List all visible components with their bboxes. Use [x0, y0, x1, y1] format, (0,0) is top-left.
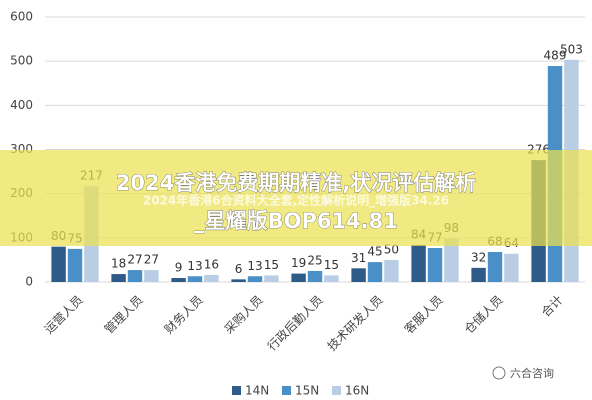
bar — [204, 274, 219, 282]
banner-title: _星耀版BOP614.81 — [194, 209, 398, 233]
data-label: 32 — [471, 250, 486, 264]
banner-title: 2024香港免费期期精准,状况评估解析 — [116, 171, 476, 195]
data-label: 27 — [144, 253, 159, 267]
legend-swatch — [282, 386, 291, 395]
bar — [67, 248, 83, 282]
data-label: 503 — [560, 42, 583, 56]
y-tick-label: 400 — [10, 98, 33, 112]
bar — [367, 262, 383, 282]
y-tick-label: 600 — [10, 10, 33, 24]
legend-swatch — [232, 386, 241, 395]
data-label: 16 — [204, 257, 219, 271]
y-tick-label: 500 — [10, 54, 33, 68]
bar — [487, 251, 503, 282]
bar — [471, 267, 486, 282]
data-label: 45 — [367, 245, 382, 259]
data-label: 9 — [175, 261, 183, 275]
watermark: 六合咨询 — [510, 366, 554, 380]
legend-label: 16N — [345, 384, 369, 398]
bar — [307, 270, 323, 282]
bar — [324, 275, 339, 282]
bar — [504, 253, 519, 282]
data-label: 31 — [351, 251, 366, 265]
watermark-icon — [492, 366, 506, 380]
bar — [291, 273, 306, 282]
bar — [171, 278, 186, 282]
bar — [144, 270, 159, 282]
y-tick-label: 0 — [25, 275, 33, 289]
data-label: 489 — [544, 49, 567, 63]
data-label: 18 — [111, 257, 126, 271]
bar — [411, 244, 426, 282]
data-label: 6 — [235, 262, 243, 276]
bar — [187, 276, 203, 282]
data-label: 27 — [127, 253, 142, 267]
bar — [247, 276, 263, 282]
data-label: 13 — [187, 259, 202, 273]
banner-subtitle: 2024年香港6合资料大全套,定性解析说明_增强版34.26 — [143, 193, 449, 209]
bar — [444, 238, 459, 282]
bar — [231, 279, 246, 282]
bar — [264, 275, 279, 282]
legend-label: 15N — [295, 384, 319, 398]
bar — [127, 270, 143, 282]
legend-label: 14N — [245, 384, 269, 398]
banner — [0, 150, 592, 246]
bar — [51, 246, 66, 282]
bar — [351, 268, 366, 282]
data-label: 15 — [264, 258, 279, 272]
bar — [384, 259, 399, 282]
bar — [111, 274, 126, 282]
legend-swatch — [332, 386, 341, 395]
data-label: 15 — [324, 258, 339, 272]
bar — [427, 247, 443, 282]
data-label: 25 — [307, 253, 322, 267]
data-label: 19 — [291, 256, 306, 270]
data-label: 13 — [247, 259, 262, 273]
